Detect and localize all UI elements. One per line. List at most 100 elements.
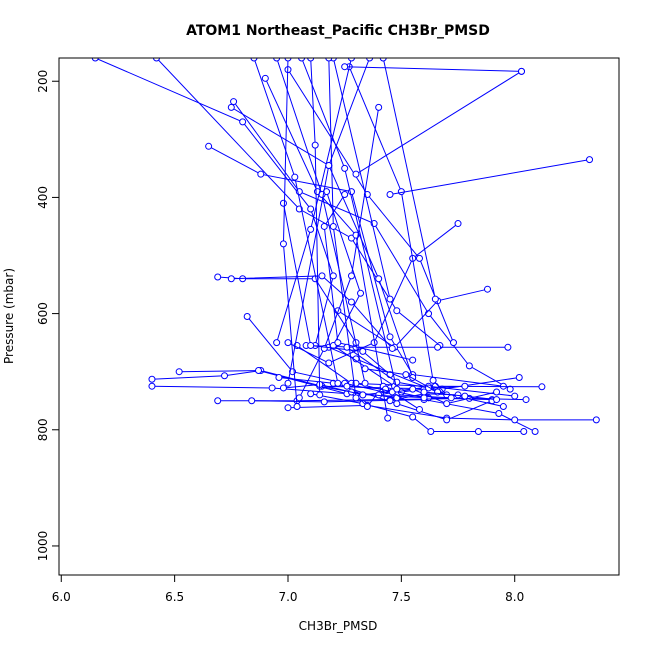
data-point (320, 398, 328, 406)
series-51 (307, 58, 324, 399)
series-49 (325, 58, 360, 402)
series-45 (250, 58, 342, 387)
data-point (379, 58, 387, 62)
data-point (311, 141, 319, 149)
series-11-line (310, 393, 524, 433)
data-point (261, 74, 269, 82)
data-point (343, 382, 351, 390)
series-27 (320, 191, 417, 364)
series-27-line (323, 194, 413, 361)
data-point (474, 428, 482, 436)
data-point (307, 205, 315, 213)
data-point (205, 142, 213, 150)
series-40 (386, 156, 594, 199)
data-point (273, 339, 281, 347)
data-point (221, 372, 229, 380)
data-point (329, 222, 337, 230)
data-point (386, 333, 394, 341)
series-22-line (231, 106, 414, 378)
series-41-line (355, 70, 522, 175)
data-point (495, 410, 503, 418)
data-point (250, 58, 258, 62)
data-point (243, 313, 251, 320)
data-point (427, 428, 435, 436)
data-point (431, 382, 439, 390)
data-point (434, 343, 442, 351)
series-50 (279, 58, 301, 411)
data-point (268, 384, 276, 392)
data-point (357, 289, 365, 297)
data-point (273, 58, 281, 62)
data-point (443, 400, 451, 408)
data-point (386, 191, 394, 199)
data-point (329, 272, 337, 280)
data-point (293, 403, 301, 411)
data-point (307, 225, 315, 233)
data-point (316, 391, 324, 399)
data-point (291, 173, 299, 181)
x-tick-label: 7.5 (392, 590, 411, 604)
x-tick-label: 8.0 (505, 590, 524, 604)
data-point (409, 356, 417, 364)
series-3 (230, 98, 514, 393)
data-point (341, 164, 349, 172)
data-point (443, 416, 451, 424)
data-point (461, 392, 469, 400)
plot-frame (58, 57, 620, 576)
data-point (511, 416, 519, 424)
data-point (307, 390, 315, 398)
x-axis-label: CH3Br_PMSD (299, 619, 378, 633)
y-axis-label: Pressure (mbar) (2, 268, 16, 364)
data-point (257, 170, 265, 178)
data-point (465, 362, 473, 370)
series-4 (205, 142, 507, 390)
data-point (409, 385, 417, 393)
data-point (415, 405, 423, 413)
data-point (284, 58, 292, 62)
data-point (325, 58, 333, 62)
data-point (484, 285, 491, 293)
data-point (239, 118, 247, 126)
data-point (431, 295, 439, 303)
data-point (341, 191, 349, 199)
data-point (449, 339, 457, 347)
data-point (397, 188, 405, 196)
data-point (279, 240, 287, 248)
data-point (175, 368, 183, 376)
data-point (325, 161, 333, 169)
data-point (511, 392, 519, 400)
data-point (518, 67, 526, 75)
x-tick-label: 6.0 (52, 590, 71, 604)
series-42 (379, 58, 439, 303)
series-37 (420, 388, 501, 404)
data-point (386, 397, 394, 405)
series-15-line (328, 346, 504, 408)
data-point (538, 383, 546, 391)
data-point (361, 365, 369, 373)
data-point (230, 98, 238, 106)
data-point (415, 254, 423, 262)
data-point (461, 382, 469, 390)
series-4-line (208, 145, 504, 387)
data-point (366, 58, 374, 62)
data-point (91, 58, 99, 62)
data-point (586, 156, 594, 164)
data-point (520, 428, 528, 436)
data-point (384, 414, 392, 422)
series-42-line (382, 58, 436, 300)
chart-title: ATOM1 Northeast_Pacific CH3Br_PMSD (186, 23, 490, 39)
data-point (320, 222, 328, 230)
data-point (388, 344, 396, 352)
data-point (307, 342, 315, 350)
data-point (227, 103, 235, 111)
data-point (325, 359, 333, 367)
data-point (493, 396, 501, 404)
data-point (420, 388, 428, 396)
data-point (214, 397, 222, 405)
y-tick-label: 200 (36, 70, 50, 93)
data-point (531, 428, 539, 436)
series-46 (298, 58, 401, 393)
data-point (429, 376, 437, 384)
data-point (499, 403, 507, 411)
